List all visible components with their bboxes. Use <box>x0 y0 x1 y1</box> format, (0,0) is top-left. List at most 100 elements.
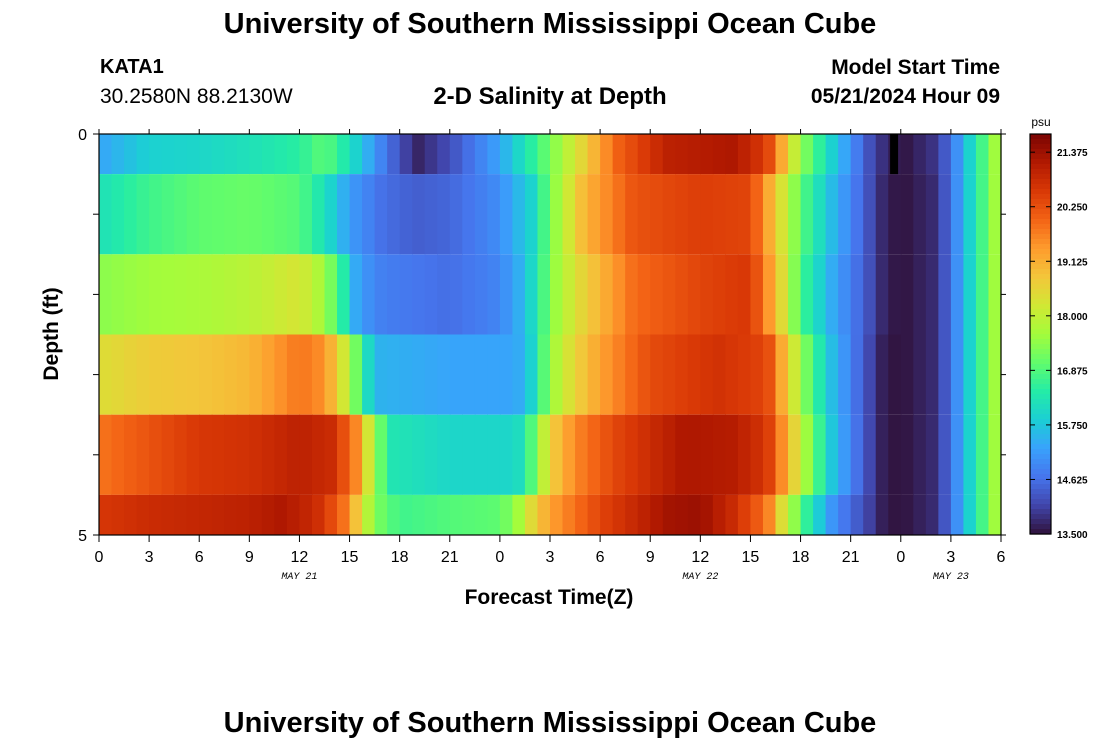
colorbar-swatch <box>1030 189 1051 195</box>
heatmap-cell-1 <box>524 174 539 255</box>
heatmap-cell-3 <box>462 334 476 415</box>
chart-title: 2-D Salinity at Depth <box>433 83 667 110</box>
heatmap-cell-3 <box>274 334 288 415</box>
heatmap-cell-4 <box>537 414 551 495</box>
heatmap-cell-5 <box>136 494 150 535</box>
colorbar-swatch <box>1030 434 1051 440</box>
heatmap-cell-0 <box>625 134 639 175</box>
heatmap-cell-0 <box>149 134 163 175</box>
heatmap-cell-1 <box>875 174 889 255</box>
x-tick-label: 9 <box>245 549 254 566</box>
colorbar-swatch <box>1030 224 1051 230</box>
x-tick-label: 12 <box>691 549 709 566</box>
heatmap-cell-1 <box>474 174 488 255</box>
heatmap-cell-2 <box>712 254 726 335</box>
heatmap-cell-1 <box>575 174 589 255</box>
heatmap-cell-1 <box>349 174 363 255</box>
colorbar-swatch <box>1030 279 1051 285</box>
heatmap-cell-5 <box>762 494 777 535</box>
x-tick-label: 6 <box>596 549 605 566</box>
heatmap-cell-3 <box>249 334 263 415</box>
heatmap-cell-5 <box>512 494 526 535</box>
heatmap-cell-4 <box>387 414 401 495</box>
heatmap-cell-4 <box>99 414 113 495</box>
heatmap-cell-2 <box>550 254 564 335</box>
heatmap-cell-4 <box>750 414 764 495</box>
heatmap-cell-1 <box>913 174 927 255</box>
heatmap-cell-4 <box>612 414 626 495</box>
heatmap-cell-3 <box>99 334 113 415</box>
heatmap-cell-3 <box>449 334 463 415</box>
heatmap-cell-2 <box>750 254 764 335</box>
heatmap-cell-0 <box>99 134 113 175</box>
colorbar-tick-label: 19.125 <box>1057 257 1088 268</box>
heatmap-cell-2 <box>825 254 839 335</box>
heatmap-cell-4 <box>550 414 564 495</box>
heatmap-cell-1 <box>111 174 125 255</box>
heatmap-cell-4 <box>362 414 376 495</box>
heatmap-cell-1 <box>136 174 150 255</box>
heatmap-cell-2 <box>800 254 814 335</box>
heatmap-cell-3 <box>324 334 338 415</box>
heatmap-cell-0 <box>512 134 526 175</box>
heatmap-cell-2 <box>399 254 413 335</box>
heatmap-cell-3 <box>687 334 701 415</box>
heatmap-cell-0 <box>575 134 589 175</box>
heatmap-cell-4 <box>700 414 714 495</box>
heatmap-cell-1 <box>299 174 313 255</box>
model-start-label: Model Start Time <box>831 56 1000 79</box>
heatmap-cell-5 <box>700 494 714 535</box>
heatmap-cell-4 <box>562 414 576 495</box>
heatmap-cell-0 <box>424 134 438 175</box>
heatmap-cell-2 <box>236 254 250 335</box>
heatmap-cell-2 <box>637 254 651 335</box>
heatmap-cell-5 <box>161 494 175 535</box>
model-start-value: 05/21/2024 Hour 09 <box>810 85 1000 108</box>
heatmap-cell-2 <box>762 254 777 335</box>
heatmap-cell-0 <box>261 134 275 175</box>
heatmap-cell-2 <box>975 254 990 335</box>
heatmap-cell-5 <box>499 494 514 535</box>
heatmap-cell-0 <box>524 134 539 175</box>
colorbar-unit: psu <box>1031 115 1050 129</box>
heatmap-cell-5 <box>387 494 401 535</box>
heatmap-cell-5 <box>612 494 626 535</box>
heatmap-cell-4 <box>324 414 338 495</box>
heatmap-cell-0 <box>236 134 250 175</box>
heatmap-cell-1 <box>174 174 188 255</box>
heatmap-cell-2 <box>675 254 689 335</box>
x-tick-label: 12 <box>291 549 309 566</box>
heatmap-cell-0 <box>838 134 852 175</box>
colorbar-swatch <box>1030 314 1051 320</box>
x-tick-label: 21 <box>842 549 860 566</box>
heatmap-cell-3 <box>875 334 889 415</box>
heatmap-cell-4 <box>975 414 990 495</box>
heatmap-cell-3 <box>850 334 864 415</box>
heatmap-cell-2 <box>199 254 213 335</box>
heatmap-cell-3 <box>825 334 839 415</box>
heatmap-cell-0 <box>299 134 313 175</box>
heatmap-cell-1 <box>938 174 952 255</box>
heatmap-cell-4 <box>800 414 814 495</box>
colorbar-swatch <box>1030 484 1051 490</box>
colorbar-swatch <box>1030 354 1051 360</box>
heatmap-cell-3 <box>975 334 990 415</box>
colorbar-swatch <box>1030 469 1051 475</box>
heatmap-cell-5 <box>938 494 952 535</box>
heatmap-cell-3 <box>625 334 639 415</box>
heatmap-cell-2 <box>788 254 802 335</box>
date-label: MAY 22 <box>682 572 718 583</box>
heatmap-cell-5 <box>537 494 551 535</box>
heatmap-cell-5 <box>788 494 802 535</box>
heatmap-cell-5 <box>236 494 250 535</box>
colorbar-swatch <box>1030 454 1051 460</box>
heatmap-cell-3 <box>712 334 726 415</box>
heatmap-cell-4 <box>600 414 614 495</box>
heatmap-cell-2 <box>261 254 275 335</box>
y-axis-label: Depth (ft) <box>40 287 63 380</box>
colorbar-swatch <box>1030 174 1051 180</box>
colorbar-swatch <box>1030 489 1051 495</box>
heatmap-cell-5 <box>838 494 852 535</box>
heatmap-cell-4 <box>650 414 664 495</box>
heatmap-cell-3 <box>950 334 965 415</box>
